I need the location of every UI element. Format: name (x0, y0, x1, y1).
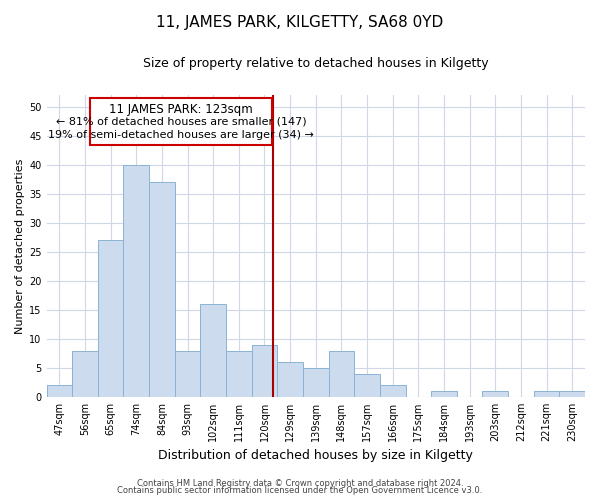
Title: Size of property relative to detached houses in Kilgetty: Size of property relative to detached ho… (143, 58, 488, 70)
Bar (431, 391, 457, 397)
Bar (354, 374, 380, 397)
Bar (303, 368, 329, 397)
Bar (251, 344, 277, 397)
Bar (200, 304, 226, 397)
Bar (72, 350, 98, 397)
Bar (226, 350, 251, 397)
FancyBboxPatch shape (90, 98, 272, 144)
Text: 19% of semi-detached houses are larger (34) →: 19% of semi-detached houses are larger (… (48, 130, 314, 140)
X-axis label: Distribution of detached houses by size in Kilgetty: Distribution of detached houses by size … (158, 450, 473, 462)
Bar (482, 391, 508, 397)
Bar (329, 350, 354, 397)
Bar (98, 240, 124, 397)
Bar (47, 386, 72, 397)
Bar (149, 182, 175, 397)
Bar (534, 391, 559, 397)
Text: Contains public sector information licensed under the Open Government Licence v3: Contains public sector information licen… (118, 486, 482, 495)
Text: 11 JAMES PARK: 123sqm: 11 JAMES PARK: 123sqm (109, 103, 253, 116)
Bar (559, 391, 585, 397)
Bar (124, 165, 149, 397)
Text: ← 81% of detached houses are smaller (147): ← 81% of detached houses are smaller (14… (56, 116, 307, 126)
Bar (380, 386, 406, 397)
Bar (175, 350, 200, 397)
Text: Contains HM Land Registry data © Crown copyright and database right 2024.: Contains HM Land Registry data © Crown c… (137, 478, 463, 488)
Bar (277, 362, 303, 397)
Y-axis label: Number of detached properties: Number of detached properties (15, 158, 25, 334)
Text: 11, JAMES PARK, KILGETTY, SA68 0YD: 11, JAMES PARK, KILGETTY, SA68 0YD (157, 15, 443, 30)
